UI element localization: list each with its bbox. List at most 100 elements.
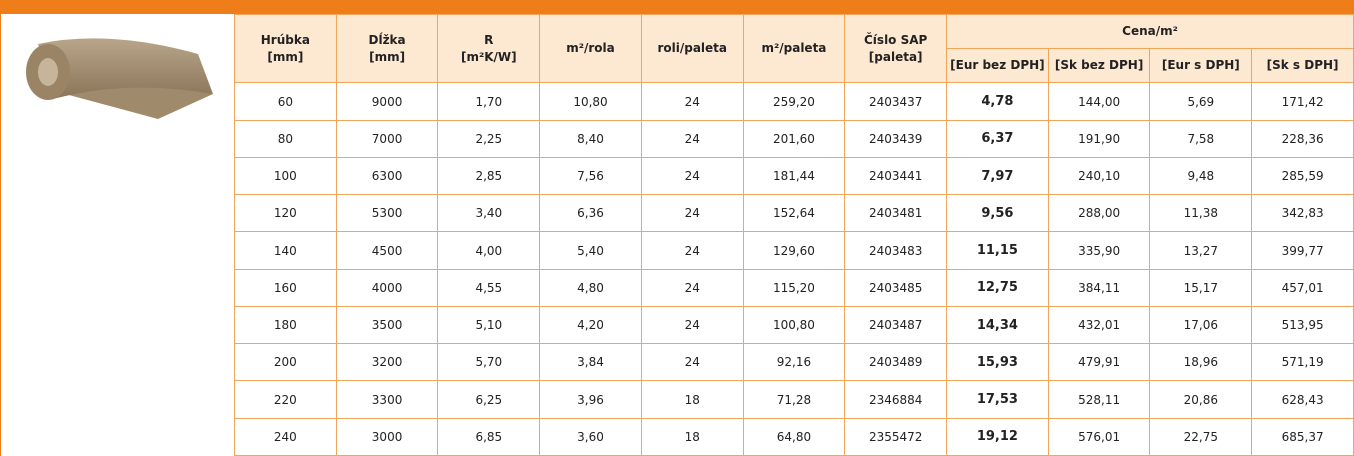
cell: 240,10 [1048, 157, 1150, 194]
header-line: [paleta] [845, 49, 946, 66]
cell: 24 [641, 120, 743, 157]
cell: 11,38 [1150, 195, 1252, 232]
cell: 20,86 [1150, 381, 1252, 418]
cell: 180 [235, 306, 337, 343]
cell: 4,20 [540, 306, 642, 343]
cell: 685,37 [1252, 418, 1354, 455]
column-header: R[m²K/W] [438, 15, 540, 83]
header-line: Číslo SAP [845, 32, 946, 49]
column-header: Dĺžka[mm] [336, 15, 438, 83]
table-row: 12053003,406,3624152,6424034819,56288,00… [235, 195, 1354, 232]
header-line: R [438, 32, 539, 49]
cell: 4,80 [540, 269, 642, 306]
cell: 2403439 [845, 120, 947, 157]
cell: 342,83 [1252, 195, 1354, 232]
cell: 3000 [336, 418, 438, 455]
cell: 200 [235, 344, 337, 381]
cell: 22,75 [1150, 418, 1252, 455]
cell: 8,40 [540, 120, 642, 157]
cell: 5,10 [438, 306, 540, 343]
cell: 513,95 [1252, 306, 1354, 343]
top-bar [0, 0, 1354, 14]
column-header: m²/rola [540, 15, 642, 83]
cell: 3200 [336, 344, 438, 381]
cell: 240 [235, 418, 337, 455]
cell: 100 [235, 157, 337, 194]
cell: 201,60 [743, 120, 845, 157]
cell: 2403437 [845, 83, 947, 120]
cell: 152,64 [743, 195, 845, 232]
border [0, 14, 1, 456]
cell: 2403441 [845, 157, 947, 194]
cell: 9,56 [947, 195, 1049, 232]
cell: 129,60 [743, 232, 845, 269]
cell: 288,00 [1048, 195, 1150, 232]
cell: 24 [641, 269, 743, 306]
cell: 3,84 [540, 344, 642, 381]
cell: 9000 [336, 83, 438, 120]
cell: 4500 [336, 232, 438, 269]
cell: 100,80 [743, 306, 845, 343]
table-row: 16040004,554,8024115,20240348512,75384,1… [235, 269, 1354, 306]
cell: 24 [641, 306, 743, 343]
cell: 24 [641, 195, 743, 232]
cell: 19,12 [947, 418, 1049, 455]
cell: 15,93 [947, 344, 1049, 381]
cell: 92,16 [743, 344, 845, 381]
cell: 6300 [336, 157, 438, 194]
cell: 7000 [336, 120, 438, 157]
cell: 3300 [336, 381, 438, 418]
cell: 3,40 [438, 195, 540, 232]
cell: 80 [235, 120, 337, 157]
cell: 335,90 [1048, 232, 1150, 269]
cell: 11,15 [947, 232, 1049, 269]
cell: 285,59 [1252, 157, 1354, 194]
cell: 14,34 [947, 306, 1049, 343]
column-header: roli/paleta [641, 15, 743, 83]
cell: 2355472 [845, 418, 947, 455]
column-header: [Eur s DPH] [1150, 49, 1252, 83]
product-image [8, 24, 223, 134]
cell: 15,17 [1150, 269, 1252, 306]
cell: 4,00 [438, 232, 540, 269]
cell: 2346884 [845, 381, 947, 418]
cell: 71,28 [743, 381, 845, 418]
cell: 571,19 [1252, 344, 1354, 381]
column-header: [Eur bez DPH] [947, 49, 1049, 83]
cell: 1,70 [438, 83, 540, 120]
cell: 220 [235, 381, 337, 418]
cell: 6,85 [438, 418, 540, 455]
cell: 18 [641, 381, 743, 418]
cell: 628,43 [1252, 381, 1354, 418]
header-line: [mm] [337, 49, 438, 66]
cell: 60 [235, 83, 337, 120]
cell: 18,96 [1150, 344, 1252, 381]
cell: 2,25 [438, 120, 540, 157]
cell: 2,85 [438, 157, 540, 194]
column-header: [Sk bez DPH] [1048, 49, 1150, 83]
cell: 399,77 [1252, 232, 1354, 269]
cell: 432,01 [1048, 306, 1150, 343]
page: Hrúbka[mm]Dĺžka[mm]R[m²K/W]m²/rolaroli/p… [0, 0, 1354, 456]
cell: 64,80 [743, 418, 845, 455]
cell: 24 [641, 83, 743, 120]
cell: 2403481 [845, 195, 947, 232]
cell: 457,01 [1252, 269, 1354, 306]
cell: 12,75 [947, 269, 1049, 306]
cell: 2403483 [845, 232, 947, 269]
cell: 17,53 [947, 381, 1049, 418]
cell: 228,36 [1252, 120, 1354, 157]
cell: 479,91 [1048, 344, 1150, 381]
cell: 5,40 [540, 232, 642, 269]
column-header: Hrúbka[mm] [235, 15, 337, 83]
table-row: 14045004,005,4024129,60240348311,15335,9… [235, 232, 1354, 269]
cell: 24 [641, 157, 743, 194]
cell: 5,69 [1150, 83, 1252, 120]
cell: 7,97 [947, 157, 1049, 194]
cell: 24 [641, 232, 743, 269]
